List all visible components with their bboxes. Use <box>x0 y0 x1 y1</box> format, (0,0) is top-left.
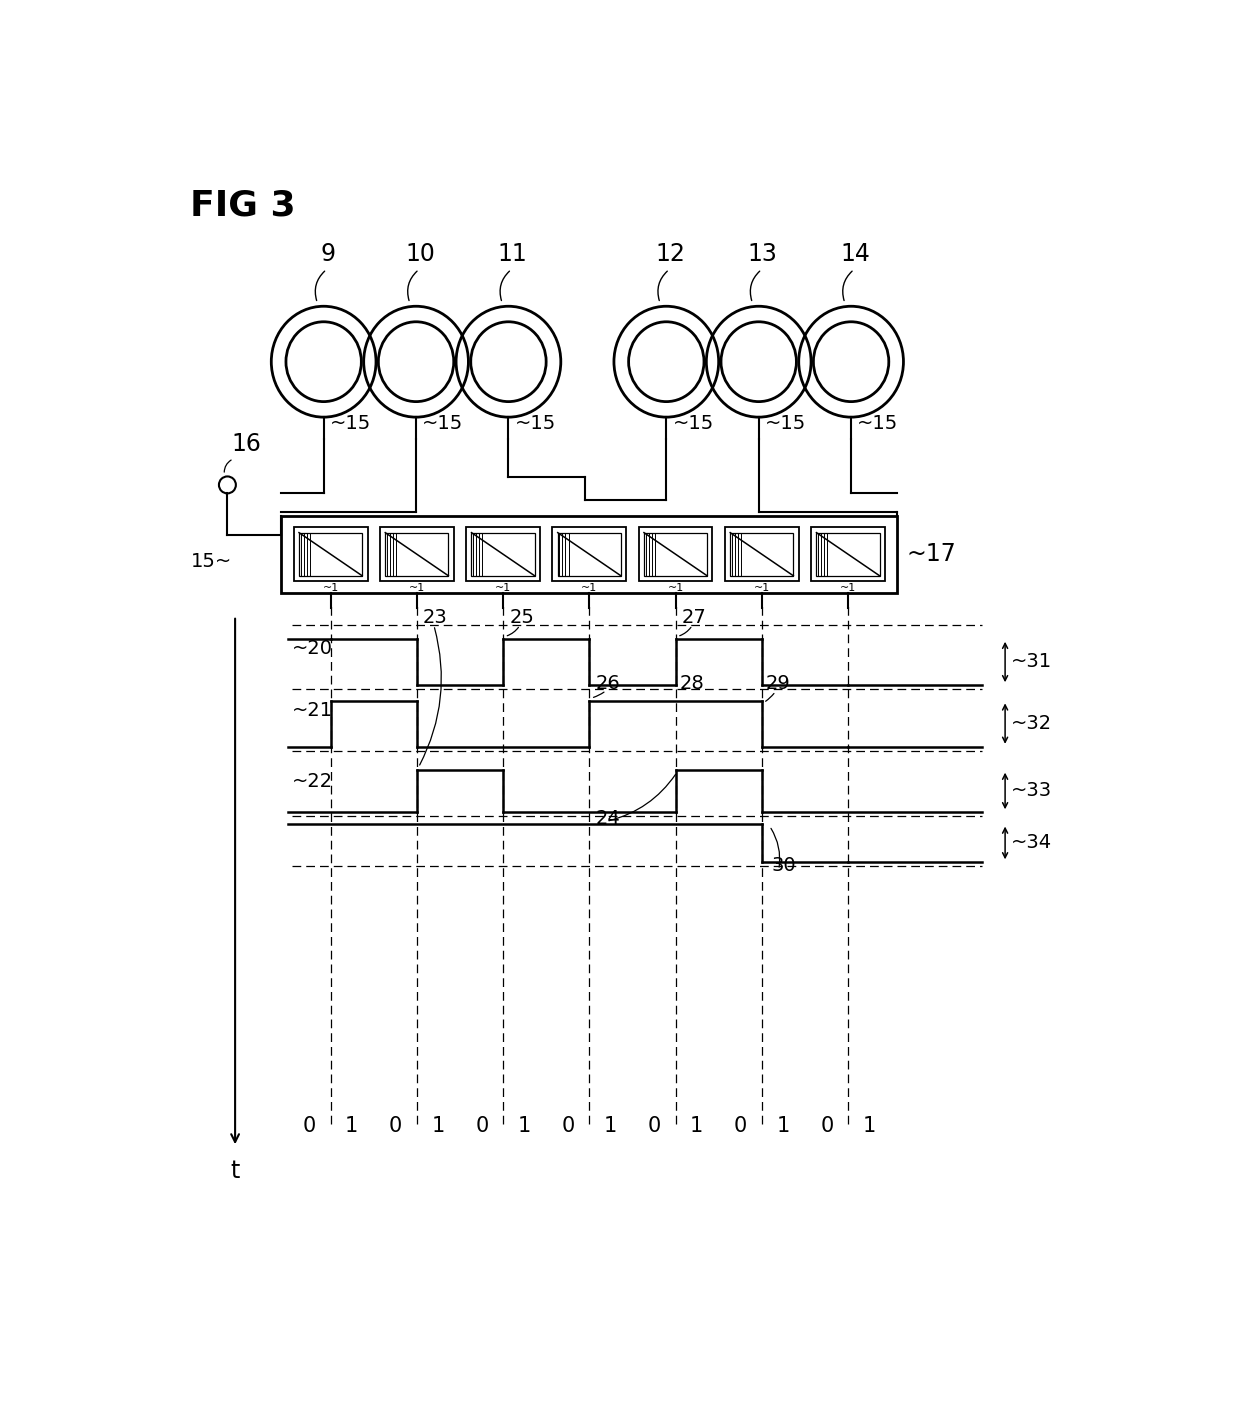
Text: ~15: ~15 <box>330 413 371 433</box>
Text: ~15: ~15 <box>765 413 806 433</box>
Text: 9: 9 <box>320 243 335 266</box>
Text: 13: 13 <box>748 243 777 266</box>
Text: 30: 30 <box>771 856 796 876</box>
Text: ~33: ~33 <box>1012 781 1053 801</box>
Text: ~31: ~31 <box>1012 653 1053 671</box>
Text: t: t <box>231 1159 239 1183</box>
Text: ~1: ~1 <box>839 584 856 594</box>
Text: ~15: ~15 <box>422 413 464 433</box>
Text: 1: 1 <box>776 1115 790 1135</box>
Text: 15~: 15~ <box>191 553 232 571</box>
Text: 29: 29 <box>765 674 790 692</box>
Text: 1: 1 <box>863 1115 875 1135</box>
Text: 27: 27 <box>682 609 707 627</box>
Text: ~15: ~15 <box>672 413 714 433</box>
Text: ~17: ~17 <box>906 543 956 567</box>
Text: ~1: ~1 <box>754 584 770 594</box>
Text: ~1: ~1 <box>495 584 511 594</box>
Bar <box>725 527 799 581</box>
Bar <box>294 527 367 581</box>
Text: 0: 0 <box>821 1115 833 1135</box>
Bar <box>639 527 713 581</box>
Text: 1: 1 <box>517 1115 531 1135</box>
Text: ~20: ~20 <box>293 639 334 658</box>
Text: ~1: ~1 <box>582 584 598 594</box>
Bar <box>552 527 626 581</box>
Bar <box>466 527 539 581</box>
Text: 1: 1 <box>689 1115 703 1135</box>
Text: ~22: ~22 <box>293 773 334 791</box>
Text: 1: 1 <box>345 1115 358 1135</box>
Bar <box>644 533 707 575</box>
Text: 0: 0 <box>475 1115 489 1135</box>
Text: 0: 0 <box>389 1115 402 1135</box>
Bar <box>816 533 879 575</box>
Bar <box>471 533 534 575</box>
Bar <box>558 533 621 575</box>
Text: 1: 1 <box>604 1115 618 1135</box>
Bar <box>386 533 449 575</box>
Text: 0: 0 <box>647 1115 661 1135</box>
Text: 24: 24 <box>595 809 620 828</box>
Bar <box>281 516 898 592</box>
Text: 0: 0 <box>303 1115 316 1135</box>
Text: 14: 14 <box>839 243 870 266</box>
Text: 26: 26 <box>595 674 620 692</box>
Text: 25: 25 <box>510 609 534 627</box>
Text: 23: 23 <box>423 609 448 627</box>
Text: 1: 1 <box>432 1115 445 1135</box>
Text: ~1: ~1 <box>409 584 425 594</box>
Text: 28: 28 <box>680 674 704 692</box>
Text: ~15: ~15 <box>515 413 556 433</box>
Text: ~1: ~1 <box>322 584 339 594</box>
Text: ~32: ~32 <box>1012 713 1053 733</box>
Text: 12: 12 <box>655 243 684 266</box>
Bar <box>379 527 454 581</box>
Text: 0: 0 <box>562 1115 575 1135</box>
Bar <box>299 533 362 575</box>
Text: 0: 0 <box>734 1115 748 1135</box>
Text: 10: 10 <box>405 243 435 266</box>
Text: ~21: ~21 <box>293 701 334 721</box>
Text: 16: 16 <box>231 431 262 455</box>
Text: ~15: ~15 <box>857 413 899 433</box>
Text: ~1: ~1 <box>667 584 683 594</box>
Text: ~34: ~34 <box>1012 833 1053 853</box>
Text: FIG 3: FIG 3 <box>191 189 296 223</box>
Text: 11: 11 <box>497 243 527 266</box>
Bar <box>730 533 794 575</box>
Bar <box>811 527 885 581</box>
